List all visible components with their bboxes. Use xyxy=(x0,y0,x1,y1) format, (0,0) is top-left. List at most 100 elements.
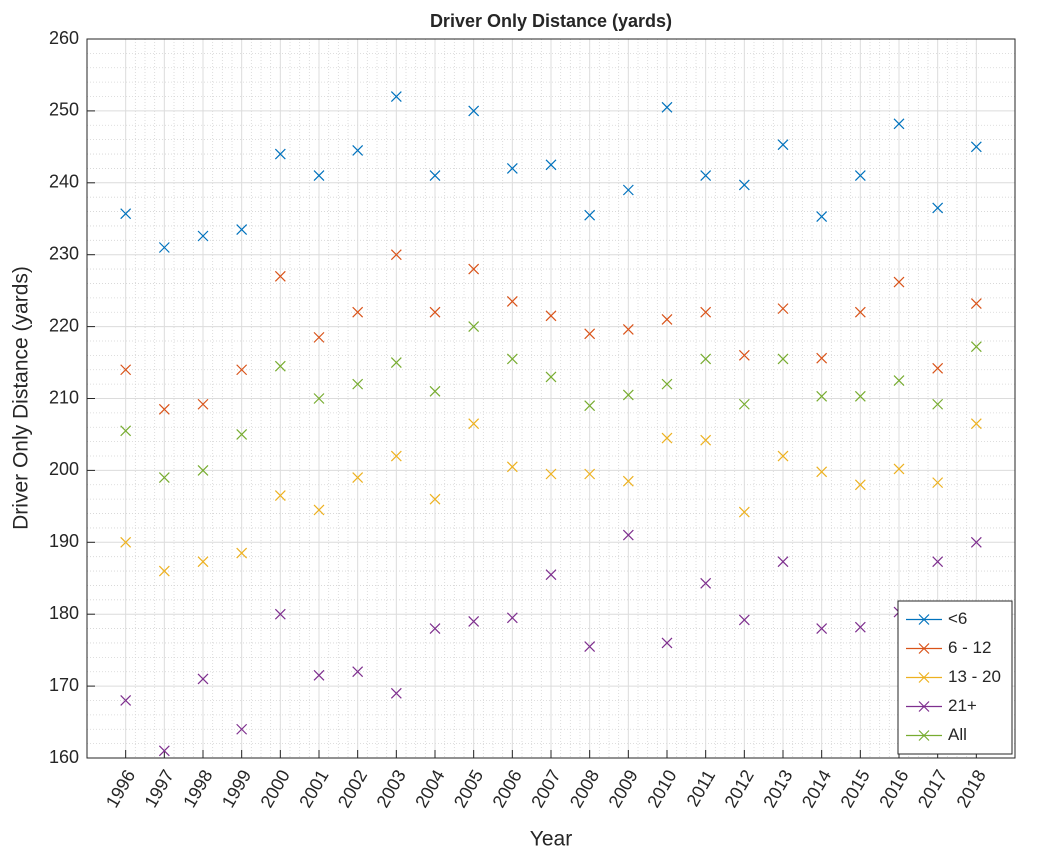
marker xyxy=(893,375,905,386)
marker xyxy=(506,162,518,174)
marker xyxy=(429,385,441,397)
marker xyxy=(352,145,364,156)
marker xyxy=(352,306,364,318)
marker xyxy=(700,306,712,318)
marker xyxy=(970,418,982,430)
marker xyxy=(893,118,905,130)
marker xyxy=(816,390,828,402)
marker xyxy=(584,400,596,412)
marker xyxy=(158,403,170,415)
marker xyxy=(777,556,789,568)
marker xyxy=(970,536,982,548)
marker xyxy=(120,364,132,376)
marker xyxy=(584,468,596,480)
marker xyxy=(120,536,132,548)
marker xyxy=(777,303,789,315)
marker xyxy=(390,91,402,102)
marker xyxy=(429,623,441,635)
plot-frame xyxy=(86,38,1016,759)
marker xyxy=(893,463,905,475)
marker xyxy=(313,669,325,681)
legend-marker xyxy=(918,701,930,712)
marker xyxy=(545,371,557,383)
y-axis-label: Driver Only Distance (yards) xyxy=(10,266,33,530)
legend-marker xyxy=(918,672,930,683)
marker xyxy=(816,211,828,223)
marker xyxy=(932,362,944,374)
marker xyxy=(274,360,286,372)
marker xyxy=(777,139,789,151)
marker xyxy=(932,398,944,410)
y-tick-label: 260 xyxy=(49,28,79,48)
y-tick-label: 160 xyxy=(49,747,79,767)
marker xyxy=(893,276,905,288)
marker xyxy=(468,615,480,627)
marker xyxy=(506,296,518,307)
marker xyxy=(313,170,325,182)
marker xyxy=(661,313,673,325)
marker xyxy=(545,159,557,171)
marker xyxy=(352,666,364,678)
y-tick-label: 180 xyxy=(49,603,79,623)
marker xyxy=(120,208,132,220)
marker xyxy=(468,321,480,333)
marker xyxy=(932,477,944,489)
marker xyxy=(236,364,248,376)
x-axis-label: Year xyxy=(530,828,572,851)
series xyxy=(120,529,982,757)
y-tick-label: 240 xyxy=(49,172,79,192)
marker xyxy=(622,324,634,335)
marker xyxy=(932,556,944,568)
marker xyxy=(854,306,866,318)
marker xyxy=(700,434,712,446)
y-tick-label: 210 xyxy=(49,387,79,407)
marker xyxy=(352,472,364,484)
marker xyxy=(313,331,325,343)
legend-marker xyxy=(918,643,930,654)
marker xyxy=(970,341,982,353)
marker xyxy=(545,569,557,581)
marker xyxy=(506,461,518,473)
marker xyxy=(506,353,518,365)
legend-marker xyxy=(918,730,930,741)
marker xyxy=(274,490,286,501)
legend-label: 21+ xyxy=(948,696,977,715)
marker xyxy=(429,306,441,318)
marker xyxy=(313,504,325,516)
marker xyxy=(700,170,712,182)
marker xyxy=(236,723,248,735)
legend-label: <6 xyxy=(948,609,967,628)
marker xyxy=(352,378,364,390)
marker xyxy=(274,148,286,160)
marker xyxy=(390,687,402,699)
marker xyxy=(236,547,248,559)
marker xyxy=(506,612,518,624)
marker xyxy=(700,353,712,365)
marker xyxy=(622,389,634,401)
marker xyxy=(468,263,480,275)
marker xyxy=(120,695,132,706)
y-tick-label: 200 xyxy=(49,459,79,479)
series xyxy=(120,321,982,484)
marker xyxy=(854,621,866,633)
series xyxy=(120,249,982,415)
marker xyxy=(274,608,286,620)
marker xyxy=(545,468,557,480)
marker xyxy=(816,352,828,364)
y-tick-label: 190 xyxy=(49,531,79,551)
marker xyxy=(738,398,750,410)
marker xyxy=(622,529,634,541)
marker xyxy=(158,242,170,253)
marker xyxy=(816,466,828,478)
marker xyxy=(738,614,750,626)
marker xyxy=(158,472,170,484)
marker xyxy=(738,349,750,361)
marker xyxy=(777,450,789,462)
marker xyxy=(854,390,866,402)
marker xyxy=(970,298,982,310)
marker xyxy=(584,641,596,652)
legend-marker xyxy=(918,614,930,625)
legend-label: All xyxy=(948,725,967,744)
marker xyxy=(390,249,402,261)
